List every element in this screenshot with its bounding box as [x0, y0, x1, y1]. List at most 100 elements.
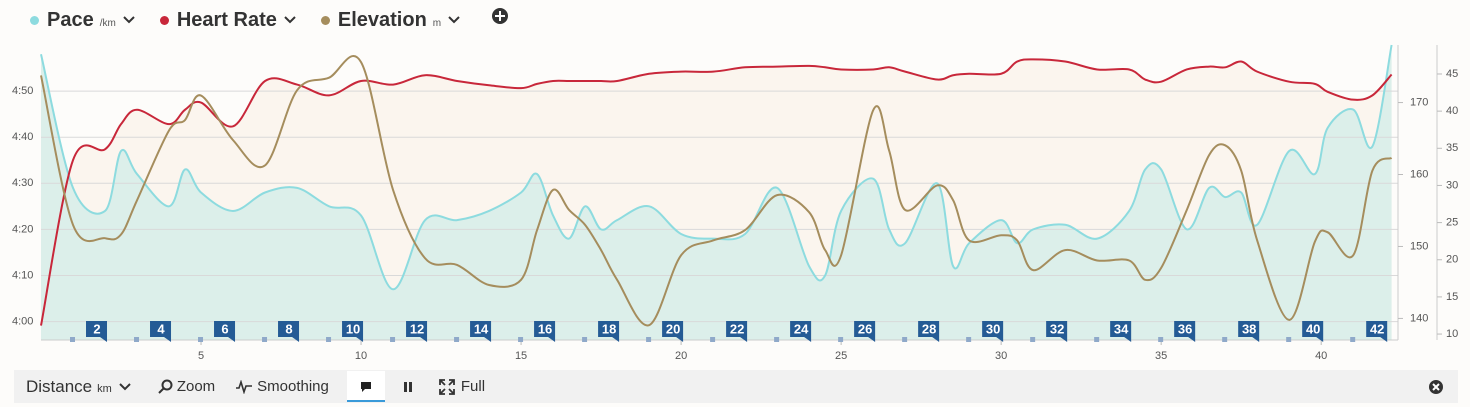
y-tick-label: 4:30 — [12, 177, 33, 189]
legend-dot — [30, 15, 39, 25]
y3-tick-label: 45 — [1446, 68, 1458, 80]
y-tick-label: 4:50 — [12, 85, 33, 97]
x-tick-label: 15 — [515, 350, 527, 362]
km-dot — [774, 337, 780, 342]
chart: 4:00 4:10 4:20 4:30 4:40 4:50 140 150 160 170 10 15… — [12, 44, 1458, 362]
add-cross — [495, 11, 506, 21]
lap-marker — [854, 321, 876, 342]
lap-marker — [278, 321, 300, 342]
lap-marker — [790, 321, 812, 342]
lap-label: 34 — [1114, 321, 1129, 336]
x-tick-label: 30 — [995, 350, 1007, 362]
x-tick-label: 10 — [355, 350, 367, 362]
lap-marker — [918, 321, 940, 342]
series-line — [40, 44, 1393, 291]
lap-label: 32 — [1050, 321, 1064, 336]
y-tick-label: 4:20 — [12, 223, 33, 235]
smoothing-label: Smoothing — [257, 378, 329, 395]
lap-marker — [598, 321, 620, 342]
legend-unit: m — [432, 17, 442, 29]
lap-marker — [534, 321, 556, 342]
full-button[interactable]: Full — [438, 378, 485, 395]
km-dot — [966, 337, 972, 342]
legend-item[interactable]: Heart Rate — [159, 8, 297, 32]
pause-icon — [403, 381, 412, 392]
km-dot — [1350, 337, 1356, 342]
legend-unit: /km — [99, 17, 116, 29]
km-dot — [454, 337, 460, 342]
y2-tick-label: 160 — [1410, 168, 1428, 180]
add-series[interactable] — [491, 7, 509, 25]
toolbar: Distance km Zoom Smoothing Full — [14, 370, 1458, 403]
lap-label: 14 — [474, 321, 489, 336]
series-line — [40, 55, 1393, 327]
km-dot — [582, 337, 588, 342]
pause-button[interactable] — [403, 381, 413, 393]
lap-label: 42 — [1370, 321, 1384, 336]
km-dot — [1222, 337, 1228, 342]
lap-marker — [342, 321, 364, 342]
km-dot — [646, 337, 652, 342]
km-dot — [70, 337, 76, 342]
lap-label: 40 — [1306, 321, 1320, 336]
lap-marker — [1238, 321, 1260, 342]
km-dot — [902, 337, 908, 342]
y3-tick-label: 25 — [1446, 217, 1458, 229]
chevron-path — [448, 16, 460, 24]
x-tick-label: 20 — [675, 350, 687, 362]
lap-label: 20 — [666, 321, 680, 336]
x-label: Distance — [26, 376, 93, 396]
legend-name: Heart Rate — [176, 8, 277, 31]
legend-item[interactable]: Elevation m — [320, 8, 461, 32]
lap-label: 26 — [858, 321, 872, 336]
x-axis-selector[interactable]: Distance km — [26, 377, 132, 397]
lap-label: 10 — [346, 321, 360, 336]
legend-name: Elevation — [337, 8, 427, 31]
km-dot — [710, 337, 716, 342]
chevron — [123, 16, 135, 24]
y3-tick-label: 15 — [1446, 291, 1458, 303]
y3-tick-label: 10 — [1446, 328, 1458, 340]
lap-marker — [150, 321, 172, 342]
zoom-button[interactable]: Zoom — [158, 378, 215, 395]
lap-label: 38 — [1242, 321, 1256, 336]
lap-label: 6 — [221, 321, 228, 336]
chevron — [119, 382, 131, 390]
x-tick-label: 35 — [1155, 350, 1167, 362]
lap-marker — [1046, 321, 1068, 342]
laps-icon — [360, 381, 371, 392]
chevron — [448, 16, 460, 24]
smoothing-button[interactable]: Smoothing — [235, 378, 329, 395]
km-dot — [262, 337, 268, 342]
x-tick-label: 40 — [1315, 350, 1327, 362]
x-unit: km — [97, 382, 112, 395]
lap-marker — [1302, 321, 1324, 342]
lap-label: 36 — [1178, 321, 1192, 336]
lap-marker — [214, 321, 236, 342]
zoom-icon — [158, 379, 173, 394]
y3-tick-label: 20 — [1446, 254, 1458, 266]
km-dot — [1030, 337, 1036, 342]
legend-item[interactable]: Pace/km — [30, 9, 136, 32]
lap-label: 18 — [602, 321, 616, 336]
lap-label: 4 — [157, 321, 165, 336]
y-tick-label: 4:40 — [12, 131, 33, 143]
lap-label: 22 — [730, 321, 744, 336]
smoothing-icon — [236, 379, 253, 394]
km-dot — [390, 337, 396, 342]
y3-tick-label: 30 — [1446, 179, 1458, 191]
chevron-path — [123, 16, 135, 24]
y3-tick-label: 40 — [1446, 105, 1458, 117]
y2-tick-label: 140 — [1410, 312, 1428, 324]
y2-tick-label: 150 — [1410, 240, 1428, 252]
close-button[interactable] — [1428, 379, 1444, 395]
km-dot — [1286, 337, 1292, 342]
km-dot — [518, 337, 524, 342]
lap-marker — [982, 321, 1004, 342]
legend-name: Pace — [47, 8, 94, 31]
laps-toggle[interactable] — [346, 371, 385, 402]
series-line — [40, 58, 1393, 326]
lap-marker — [86, 321, 108, 342]
lap-label: 28 — [922, 321, 936, 336]
